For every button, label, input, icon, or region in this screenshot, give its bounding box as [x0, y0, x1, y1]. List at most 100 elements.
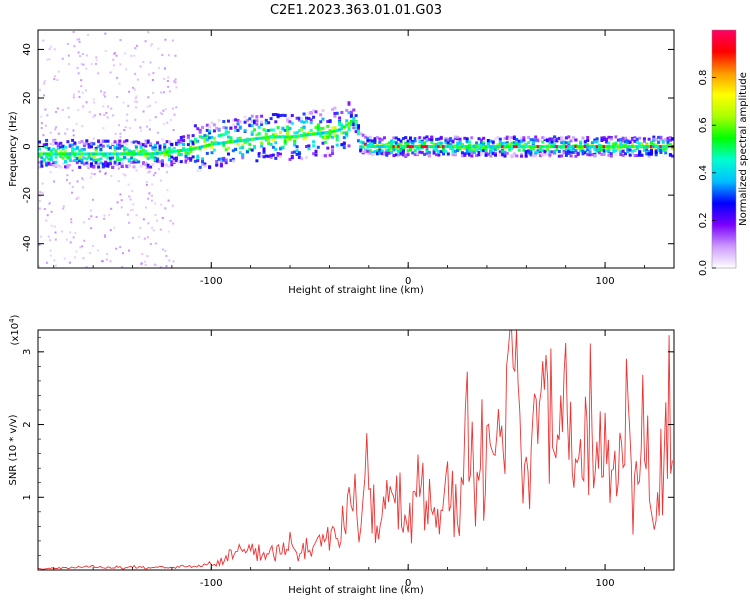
spectrogram-noise-cell [92, 198, 94, 201]
spectrogram-noise-cell [79, 55, 81, 58]
spectrogram-noise-cell [159, 179, 162, 182]
spectrogram-cell [99, 157, 103, 161]
spectrogram-cell [383, 136, 386, 140]
spectrogram-noise-cell [49, 249, 52, 252]
spectrogram-cell [486, 143, 490, 147]
spectrogram-cell [215, 163, 219, 167]
spectrogram-cell [435, 153, 438, 157]
spectrogram-noise-cell [97, 72, 100, 75]
spectrogram-noise-cell [95, 56, 98, 59]
spectrogram-cell [633, 154, 637, 158]
spectrogram-cell [47, 157, 51, 161]
spectrogram-cell [541, 140, 545, 144]
spectrogram-cell [172, 157, 176, 161]
spectrogram-noise-cell [112, 114, 115, 117]
spectrogram-cell [191, 140, 195, 144]
spectrogram-cell [101, 140, 105, 143]
spectrogram-cell [579, 140, 583, 144]
spectrogram-cell [352, 120, 356, 124]
spectrogram-cell [168, 140, 171, 144]
spectrogram-cell [146, 165, 150, 169]
spectrogram-cell [144, 142, 148, 146]
spectrogram-cell [654, 143, 658, 147]
spectrogram-noise-cell [172, 260, 175, 263]
spectrogram-cell [661, 149, 665, 152]
spectrogram-cell [647, 145, 651, 149]
spectrogram-noise-cell [53, 259, 56, 262]
spectrogram-cell [406, 139, 410, 143]
spectrogram-cell [149, 165, 153, 169]
spectrogram-cell [510, 136, 514, 139]
spectrogram-cell [475, 148, 479, 152]
spectrogram-cell [274, 120, 278, 124]
spectrogram-cell [189, 150, 193, 154]
spectrogram-cell [609, 152, 613, 156]
spectrogram-noise-cell [90, 227, 93, 230]
spectrogram-cell [562, 145, 566, 149]
spectrogram-noise-cell [72, 96, 75, 99]
spectrogram-cell [80, 158, 84, 162]
spectrogram-cell [151, 155, 155, 159]
spectrogram-cell [108, 156, 112, 160]
spectrogram-noise-cell [169, 220, 172, 222]
spectrogram-noise-cell [163, 91, 165, 94]
spectrogram-cell [451, 140, 455, 143]
spectrogram-cell [238, 136, 242, 140]
spectrogram-cell [56, 152, 60, 156]
spectrogram-cell [517, 142, 521, 146]
spectrogram-cell [158, 144, 162, 148]
spectrogram-noise-cell [168, 165, 171, 168]
spectrogram-cell [243, 115, 247, 119]
spectrogram-noise-cell [162, 122, 165, 125]
spectrogram-cell [208, 143, 212, 147]
spectrogram-cell [638, 145, 642, 149]
spectrogram-noise-cell [99, 170, 102, 173]
spectrogram-cell [404, 136, 408, 140]
spectrogram-cell [52, 147, 56, 151]
spectrogram-cell [635, 137, 639, 141]
spectrogram-noise-cell [103, 214, 106, 217]
spectrogram-cell [66, 152, 70, 156]
spectrogram-noise-cell [145, 181, 148, 183]
spectrogram-cell [243, 120, 247, 124]
spectrogram-cell [85, 152, 89, 156]
spectrogram-noise-cell [168, 259, 171, 262]
spectrogram-noise-cell [130, 209, 132, 212]
spectrogram-noise-cell [114, 52, 116, 54]
spectrogram-cell [153, 158, 157, 162]
spectrogram-cell [574, 145, 578, 149]
spectrogram-cell [425, 135, 429, 139]
spectrogram-cell [354, 130, 358, 134]
spectrogram-cell [333, 126, 337, 130]
spectrogram-noise-cell [84, 89, 87, 92]
spectrogram-noise-cell [158, 168, 160, 171]
spectrogram-cell [271, 145, 275, 149]
spectrogram-cell [255, 133, 259, 137]
spectrogram-cell [68, 144, 72, 148]
spectrogram-cell [59, 152, 63, 156]
spectrogram-cell [314, 132, 318, 136]
spectrogram-cell [250, 137, 254, 141]
spectrogram-cell [572, 147, 575, 151]
spectrogram-cell [442, 152, 445, 156]
spectrogram-cell [267, 138, 271, 142]
spectrogram-cell [335, 143, 339, 147]
spectrogram-cell [460, 154, 464, 158]
spectrogram-noise-cell [103, 217, 106, 220]
spectrogram-cell [274, 113, 278, 116]
spectrogram-cell [156, 159, 160, 163]
spectrogram-cell [477, 145, 481, 149]
spectrogram-cell [435, 145, 438, 149]
spectrogram-cell [508, 145, 512, 149]
spectrogram-noise-cell [72, 236, 75, 239]
spectrogram-cell [413, 139, 417, 143]
spectrogram-cell [468, 152, 471, 156]
spectrogram-cell [307, 147, 311, 151]
spectrogram-noise-cell [107, 105, 109, 108]
spectrogram-cell [569, 148, 573, 152]
spectrogram-cell [149, 142, 153, 146]
spectrogram-noise-cell [55, 126, 58, 129]
spectrogram-cell [427, 137, 431, 141]
spectrogram-cell [572, 145, 575, 149]
spectrogram-cell [229, 158, 233, 162]
